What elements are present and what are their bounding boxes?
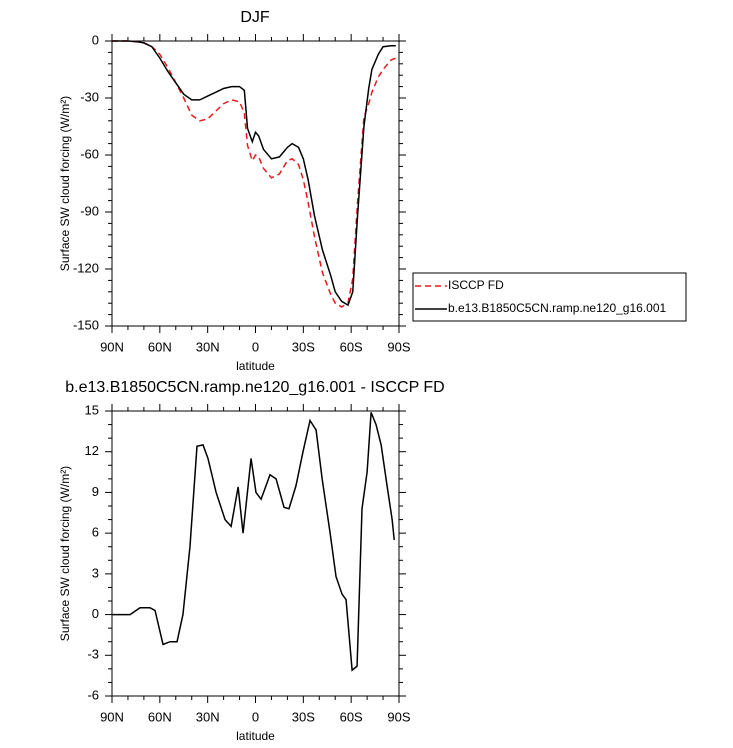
legend-label: b.e13.B1850C5CN.ramp.ne120_g16.001 xyxy=(448,301,666,315)
y-tick-label: -90 xyxy=(80,203,99,218)
x-tick-label: 30N xyxy=(196,709,220,724)
y-tick-label: 3 xyxy=(92,565,99,580)
y-tick-label: 0 xyxy=(92,606,99,621)
x-tick-label: 90N xyxy=(100,709,124,724)
y-axis-label: Surface SW cloud forcing (W/m²) xyxy=(58,96,72,271)
x-tick-label: 60S xyxy=(340,339,363,354)
y-axis-label: Surface SW cloud forcing (W/m²) xyxy=(58,466,72,641)
plot-frame xyxy=(111,40,400,327)
y-tick-label: -6 xyxy=(87,687,99,702)
data-line xyxy=(112,40,396,307)
legend-box xyxy=(412,272,687,322)
x-axis-label: latitude xyxy=(236,359,275,373)
x-tick-label: 30S xyxy=(292,339,315,354)
x-tick-label: 0 xyxy=(252,709,259,724)
chart-title: DJF xyxy=(240,9,270,26)
data-line xyxy=(112,412,395,672)
x-tick-label: 30N xyxy=(196,339,220,354)
x-tick-label: 90S xyxy=(387,709,410,724)
y-tick-label: 0 xyxy=(92,32,99,47)
x-axis-label: latitude xyxy=(236,729,275,743)
x-tick-label: 90S xyxy=(387,339,410,354)
x-tick-label: 90N xyxy=(100,339,124,354)
x-tick-label: 0 xyxy=(252,339,259,354)
data-line xyxy=(112,40,397,308)
y-tick-label: 15 xyxy=(85,402,99,417)
plot-frame xyxy=(111,410,400,697)
x-tick-label: 60N xyxy=(148,339,172,354)
y-tick-label: -120 xyxy=(73,260,99,275)
x-tick-label: 60S xyxy=(340,709,363,724)
y-tick-label: -3 xyxy=(87,647,99,662)
y-tick-label: 12 xyxy=(85,443,99,458)
legend-label: ISCCP FD xyxy=(448,278,504,292)
y-tick-label: 9 xyxy=(92,484,99,499)
y-tick-label: -30 xyxy=(80,89,99,104)
x-tick-label: 60N xyxy=(148,709,172,724)
chart-title: b.e13.B1850C5CN.ramp.ne120_g16.001 - ISC… xyxy=(65,379,444,396)
y-tick-label: -60 xyxy=(80,146,99,161)
x-tick-label: 30S xyxy=(292,709,315,724)
y-tick-label: -150 xyxy=(73,317,99,332)
y-tick-label: 6 xyxy=(92,525,99,540)
